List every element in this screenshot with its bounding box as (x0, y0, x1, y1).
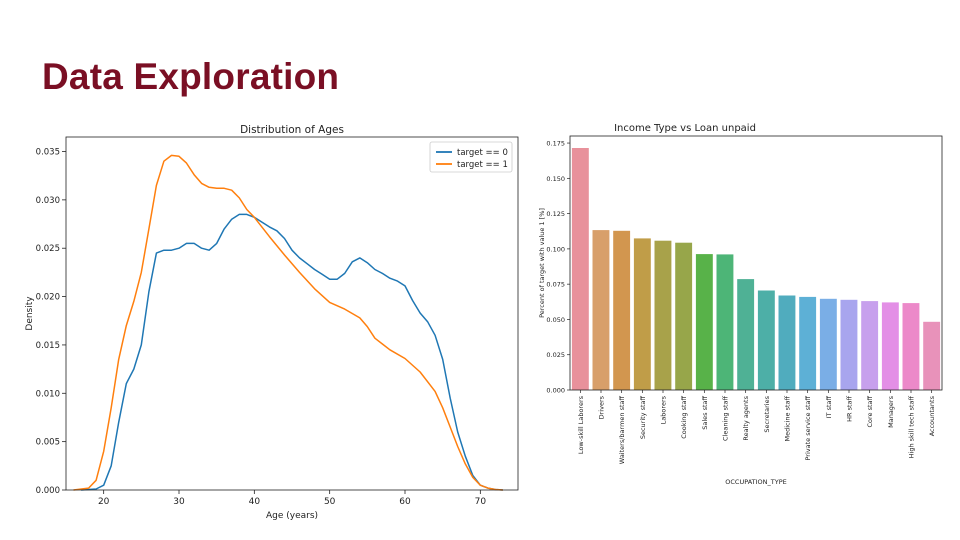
bar-category-label: Core staff (866, 395, 874, 427)
kde-legend-label: target == 1 (457, 160, 508, 170)
bar-12 (819, 298, 837, 390)
bar-category-label: IT staff (825, 395, 833, 418)
kde-y-tick-label: 0.025 (36, 244, 60, 254)
bar-8 (737, 279, 755, 390)
bar-category-label: Security staff (639, 395, 647, 439)
bar-x-axis-label: OCCUPATION_TYPE (725, 478, 786, 486)
bar-5 (675, 242, 693, 390)
bar-category-label: Low-skill Laborers (577, 395, 585, 454)
bar-category-label: Realty agents (742, 395, 750, 440)
kde-y-tick-label: 0.015 (36, 341, 60, 351)
bar-7 (716, 254, 734, 390)
kde-legend-label: target == 0 (457, 148, 508, 158)
bar-category-label: Accountants (928, 395, 936, 436)
bar-category-label: Cleaning staff (722, 395, 730, 440)
bar-y-tick-label: 0.150 (546, 175, 565, 183)
bar-category-label: Drivers (598, 395, 606, 419)
kde-x-tick-label: 50 (324, 497, 336, 507)
bar-title: Income Type vs Loan unpaid (614, 123, 756, 134)
kde-x-tick-label: 70 (475, 497, 487, 507)
kde-x-tick-label: 20 (98, 497, 110, 507)
bar-9 (757, 290, 775, 390)
bar-4 (654, 240, 672, 390)
kde-x-tick-label: 40 (249, 497, 261, 507)
bar-17 (923, 321, 941, 390)
bar-y-tick-label: 0.000 (546, 387, 565, 395)
kde-title: Distribution of Ages (240, 124, 344, 136)
kde-y-axis-label: Density (25, 296, 35, 331)
kde-series-line-1 (73, 154, 503, 491)
bar-6 (695, 254, 713, 390)
kde-y-tick-label: 0.035 (36, 148, 60, 158)
bar-y-axis-label: Percent of target with value 1 [%] (538, 208, 546, 318)
bar-y-tick-label: 0.100 (546, 245, 565, 253)
slide-title: Data Exploration (42, 56, 340, 97)
bar-y-tick-label: 0.175 (546, 140, 565, 148)
bar-y-tick-label: 0.075 (546, 281, 565, 289)
bar-1 (592, 230, 610, 390)
bar-10 (778, 295, 796, 390)
kde-axes-frame (65, 136, 519, 491)
bar-category-label: Cooking staff (680, 395, 688, 438)
kde-y-tick-label: 0.010 (36, 389, 60, 399)
bar-y-tick-label: 0.050 (546, 316, 565, 324)
bar-y-tick-label: 0.025 (546, 351, 565, 359)
bar-11 (799, 296, 817, 390)
age-distribution-chart: Distribution of Ages 20 30 40 50 60 70 0.000 0.0… (25, 124, 519, 521)
bar-16 (902, 303, 920, 390)
bar-axes-frame (569, 135, 943, 391)
kde-y-tick-label: 0.005 (36, 438, 60, 448)
bar-category-label: Private service staff (804, 395, 812, 460)
kde-series-line-0 (81, 213, 503, 491)
bar-2 (613, 230, 631, 390)
bar-13 (840, 299, 858, 390)
bar-3 (633, 238, 651, 390)
kde-x-tick-label: 30 (173, 497, 185, 507)
bar-category-label: Sales staff (701, 395, 709, 429)
bar-category-label: Waiters/barmen staff (618, 395, 626, 464)
kde-x-tick-label: 60 (399, 497, 411, 507)
bar-category-label: High skill tech staff (908, 395, 916, 458)
bar-y-tick-label: 0.125 (546, 210, 565, 218)
kde-x-axis-label: Age (years) (266, 511, 318, 521)
bar-category-label: Laborers (660, 395, 668, 424)
bar-category-label: Secretaries (763, 395, 771, 432)
kde-y-tick-label: 0.030 (36, 196, 60, 206)
bar-15 (881, 302, 899, 390)
bar-0 (571, 148, 589, 390)
kde-y-tick-label: 0.020 (36, 293, 60, 303)
bar-category-label: Medicine staff (784, 395, 792, 441)
kde-y-tick-label: 0.000 (36, 486, 60, 496)
bar-category-label: Managers (887, 395, 895, 427)
occupation-bar-chart: Income Type vs Loan unpaid 0.000 0.025 0.05… (538, 123, 943, 486)
bar-category-label: HR staff (846, 395, 854, 421)
bar-14 (861, 301, 879, 390)
